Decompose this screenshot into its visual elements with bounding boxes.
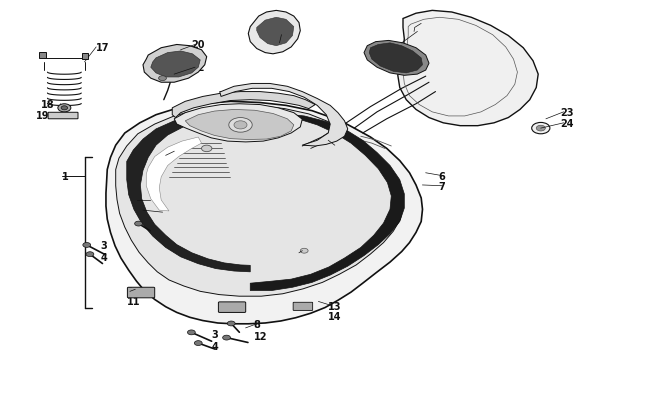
Text: 2: 2 xyxy=(133,208,140,217)
Polygon shape xyxy=(106,102,422,324)
Polygon shape xyxy=(369,44,423,74)
Circle shape xyxy=(227,321,235,326)
Polygon shape xyxy=(220,84,348,147)
Polygon shape xyxy=(250,114,404,291)
Text: 5: 5 xyxy=(278,31,285,40)
Text: 8: 8 xyxy=(254,319,261,329)
Circle shape xyxy=(61,107,68,111)
Circle shape xyxy=(229,118,252,133)
Polygon shape xyxy=(151,52,200,78)
FancyBboxPatch shape xyxy=(218,302,246,313)
Polygon shape xyxy=(257,18,294,47)
Circle shape xyxy=(86,252,94,257)
FancyBboxPatch shape xyxy=(48,113,78,119)
Circle shape xyxy=(187,330,195,335)
Polygon shape xyxy=(398,11,538,126)
Circle shape xyxy=(300,249,308,254)
Text: 15: 15 xyxy=(162,151,176,161)
Polygon shape xyxy=(172,92,315,118)
FancyBboxPatch shape xyxy=(127,288,155,298)
Polygon shape xyxy=(174,104,302,143)
Polygon shape xyxy=(364,41,429,76)
Text: 4: 4 xyxy=(101,252,107,262)
Text: 15: 15 xyxy=(296,248,309,258)
Text: 17: 17 xyxy=(96,43,110,53)
Text: 8: 8 xyxy=(140,220,147,230)
Polygon shape xyxy=(143,45,207,83)
Text: 7: 7 xyxy=(439,181,445,191)
Text: 4: 4 xyxy=(211,341,218,351)
Polygon shape xyxy=(248,11,300,55)
Text: 22: 22 xyxy=(192,63,205,73)
Text: 3: 3 xyxy=(101,240,107,250)
Circle shape xyxy=(536,126,545,132)
Text: 13: 13 xyxy=(328,301,342,311)
Text: 19: 19 xyxy=(36,111,49,120)
Circle shape xyxy=(532,123,550,134)
Polygon shape xyxy=(127,110,250,272)
Bar xyxy=(39,53,46,59)
Text: 10: 10 xyxy=(136,196,150,205)
Text: 9: 9 xyxy=(127,287,133,296)
Text: 16: 16 xyxy=(332,141,345,151)
Polygon shape xyxy=(146,138,202,211)
Text: 24: 24 xyxy=(560,119,574,128)
Text: 23: 23 xyxy=(560,108,574,117)
Text: 11: 11 xyxy=(127,297,140,307)
Polygon shape xyxy=(116,106,403,296)
Text: 6: 6 xyxy=(439,171,445,181)
Text: 18: 18 xyxy=(41,100,55,109)
Text: 20: 20 xyxy=(414,28,428,37)
FancyBboxPatch shape xyxy=(293,303,313,311)
Circle shape xyxy=(194,341,202,346)
Circle shape xyxy=(83,243,90,248)
Polygon shape xyxy=(185,110,294,140)
Text: 3: 3 xyxy=(211,329,218,339)
Circle shape xyxy=(234,122,247,130)
Text: 1: 1 xyxy=(62,171,68,181)
Bar xyxy=(82,54,88,60)
Text: 20: 20 xyxy=(192,40,205,50)
Circle shape xyxy=(58,104,71,113)
Circle shape xyxy=(135,222,142,226)
Circle shape xyxy=(159,77,166,81)
Text: 6: 6 xyxy=(278,21,285,31)
Circle shape xyxy=(223,335,231,340)
Text: 14: 14 xyxy=(328,311,342,321)
Circle shape xyxy=(202,146,212,152)
Text: 12: 12 xyxy=(254,331,267,341)
Text: 21: 21 xyxy=(192,52,205,62)
